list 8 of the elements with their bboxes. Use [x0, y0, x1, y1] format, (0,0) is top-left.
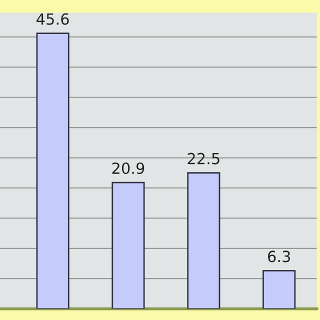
- data-label: 45.6: [36, 13, 69, 25]
- bar: [187, 172, 220, 309]
- data-label: 20.9: [112, 162, 144, 174]
- bar: [112, 182, 145, 309]
- bar: [36, 32, 70, 309]
- bar: [262, 270, 296, 309]
- data-label: 22.5: [188, 152, 220, 164]
- data-label: 6.3: [268, 250, 290, 262]
